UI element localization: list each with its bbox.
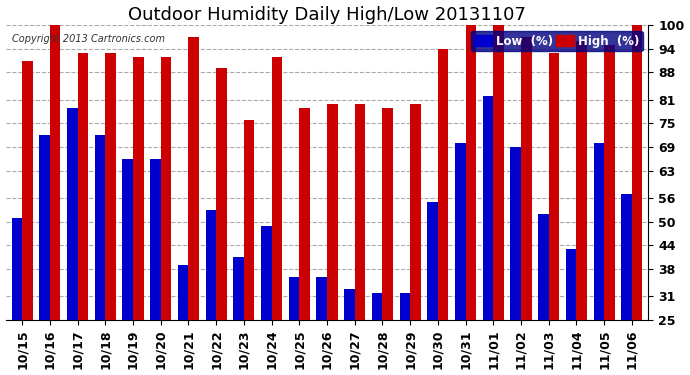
Bar [244,120,255,320]
Bar [382,108,393,320]
Bar [344,289,355,320]
Bar [123,159,133,320]
Bar [178,265,188,320]
Bar [483,96,493,320]
Bar [22,60,32,320]
Bar [12,218,22,320]
Bar [289,277,299,320]
Bar [233,257,244,320]
Bar [216,68,227,320]
Bar [272,57,282,320]
Title: Outdoor Humidity Daily High/Low 20131107: Outdoor Humidity Daily High/Low 20131107 [128,6,526,24]
Bar [632,25,642,320]
Bar [576,41,587,320]
Bar [206,210,216,320]
Bar [50,25,61,320]
Bar [538,214,549,320]
Bar [161,57,171,320]
Bar [106,53,116,320]
Bar [400,292,410,320]
Bar [77,53,88,320]
Bar [261,226,272,320]
Bar [317,277,327,320]
Bar [327,104,337,320]
Bar [593,143,604,320]
Bar [604,45,615,320]
Bar [455,143,466,320]
Bar [427,202,438,320]
Legend: Low  (%), High  (%): Low (%), High (%) [471,31,642,51]
Bar [621,194,632,320]
Bar [566,249,576,320]
Bar [67,108,77,320]
Bar [493,25,504,320]
Bar [95,135,106,320]
Bar [521,37,531,320]
Bar [549,53,559,320]
Bar [39,135,50,320]
Bar [511,147,521,320]
Bar [466,25,476,320]
Bar [355,104,365,320]
Bar [372,292,382,320]
Bar [438,49,449,320]
Bar [410,104,421,320]
Bar [299,108,310,320]
Bar [150,159,161,320]
Bar [188,37,199,320]
Bar [133,57,144,320]
Text: Copyright 2013 Cartronics.com: Copyright 2013 Cartronics.com [12,34,165,44]
